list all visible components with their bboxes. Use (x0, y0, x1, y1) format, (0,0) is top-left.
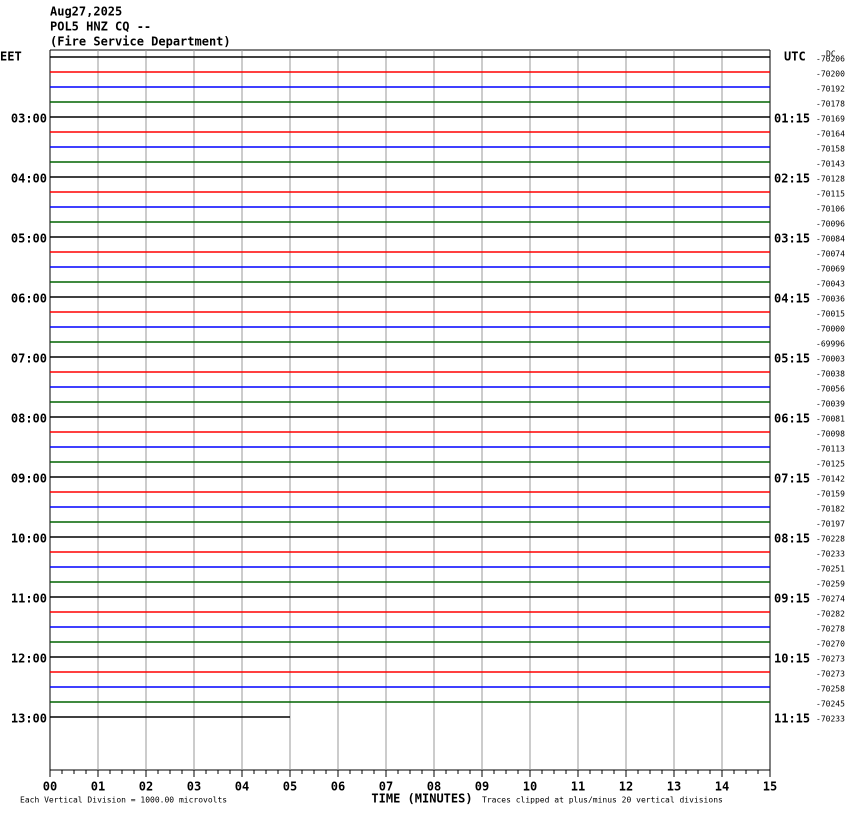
trace-offset: -70113 (816, 445, 845, 454)
right-zone: UTC (784, 50, 806, 64)
trace-offset: -70125 (816, 460, 845, 469)
trace-offset: -70056 (816, 385, 845, 394)
trace-offset: -70106 (816, 205, 845, 214)
x-tick-label: 09 (475, 780, 489, 794)
trace-offset: -70182 (816, 505, 845, 514)
trace-offset: -70164 (816, 130, 845, 139)
trace-offset: -70200 (816, 70, 845, 79)
trace-offset: -70015 (816, 310, 845, 319)
trace-offset: -70003 (816, 355, 845, 364)
left-time-label: 08:00 (11, 412, 47, 426)
trace-offset: -70197 (816, 520, 845, 529)
right-time-label: 05:15 (774, 352, 810, 366)
right-time-label: 01:15 (774, 112, 810, 126)
trace-offset: -70282 (816, 610, 845, 619)
x-tick-label: 00 (43, 780, 57, 794)
left-time-label: 09:00 (11, 472, 47, 486)
left-time-label: 10:00 (11, 532, 47, 546)
trace-offset: -70128 (816, 175, 845, 184)
left-time-label: 12:00 (11, 652, 47, 666)
trace-offset: -70192 (816, 85, 845, 94)
x-tick-label: 01 (91, 780, 105, 794)
x-tick-label: 02 (139, 780, 153, 794)
trace-offset: -70259 (816, 580, 845, 589)
trace-offset: -70273 (816, 655, 845, 664)
trace-offset: -70158 (816, 145, 845, 154)
right-time-label: 08:15 (774, 532, 810, 546)
x-tick-label: 08 (427, 780, 441, 794)
trace-offset: -70038 (816, 370, 845, 379)
left-zone: EET (0, 50, 22, 64)
trace-offset: -70069 (816, 265, 845, 274)
header-date: Aug27,2025 (50, 5, 122, 19)
trace-offset: -70084 (816, 235, 845, 244)
trace-offset: -70074 (816, 250, 845, 259)
x-tick-label: 11 (571, 780, 585, 794)
left-time-label: 05:00 (11, 232, 47, 246)
trace-offset: -70036 (816, 295, 845, 304)
trace-offset: -70273 (816, 670, 845, 679)
x-axis-label: TIME (MINUTES) (371, 792, 472, 806)
x-tick-label: 03 (187, 780, 201, 794)
left-time-label: 03:00 (11, 112, 47, 126)
trace-offset: -70233 (816, 550, 845, 559)
footer-right: Traces clipped at plus/minus 20 vertical… (482, 796, 723, 805)
left-time-label: 11:00 (11, 592, 47, 606)
x-tick-label: 14 (715, 780, 729, 794)
header-agency: (Fire Service Department) (50, 35, 231, 49)
left-time-label: 07:00 (11, 352, 47, 366)
left-time-label: 06:00 (11, 292, 47, 306)
right-time-label: 09:15 (774, 592, 810, 606)
trace-offset: -70258 (816, 685, 845, 694)
left-time-label: 04:00 (11, 172, 47, 186)
trace-offset: -70142 (816, 475, 845, 484)
x-tick-label: 04 (235, 780, 249, 794)
trace-offset: -70096 (816, 220, 845, 229)
x-tick-label: 12 (619, 780, 633, 794)
trace-offset: -70043 (816, 280, 845, 289)
trace-offset: -70251 (816, 565, 845, 574)
x-tick-label: 13 (667, 780, 681, 794)
x-tick-label: 06 (331, 780, 345, 794)
trace-offset: -69996 (816, 340, 845, 349)
trace-offset: -70228 (816, 535, 845, 544)
trace-offset: -70169 (816, 115, 845, 124)
trace-offset: -70098 (816, 430, 845, 439)
x-tick-label: 05 (283, 780, 297, 794)
trace-offset: -70278 (816, 625, 845, 634)
trace-offset: -70000 (816, 325, 845, 334)
trace-offset: -70206 (816, 55, 845, 64)
x-tick-label: 07 (379, 780, 393, 794)
right-time-label: 03:15 (774, 232, 810, 246)
trace-offset: -70270 (816, 640, 845, 649)
trace-offset: -70178 (816, 100, 845, 109)
trace-offset: -70159 (816, 490, 845, 499)
footer-left: Each Vertical Division = 1000.00 microvo… (20, 796, 227, 805)
trace-offset: -70081 (816, 415, 845, 424)
right-time-label: 10:15 (774, 652, 810, 666)
trace-offset: -70274 (816, 595, 845, 604)
right-time-label: 06:15 (774, 412, 810, 426)
trace-offset: -70039 (816, 400, 845, 409)
left-time-label: 13:00 (11, 712, 47, 726)
right-time-label: 07:15 (774, 472, 810, 486)
trace-offset: -70115 (816, 190, 845, 199)
trace-offset: -70245 (816, 700, 845, 709)
right-time-label: 02:15 (774, 172, 810, 186)
right-time-label: 04:15 (774, 292, 810, 306)
trace-offset: -70233 (816, 715, 845, 724)
header-station: POL5 HNZ CQ -- (50, 20, 151, 34)
x-tick-label: 10 (523, 780, 537, 794)
trace-offset: -70143 (816, 160, 845, 169)
x-tick-label: 15 (763, 780, 777, 794)
corner-note: DC (826, 50, 836, 59)
right-time-label: 11:15 (774, 712, 810, 726)
